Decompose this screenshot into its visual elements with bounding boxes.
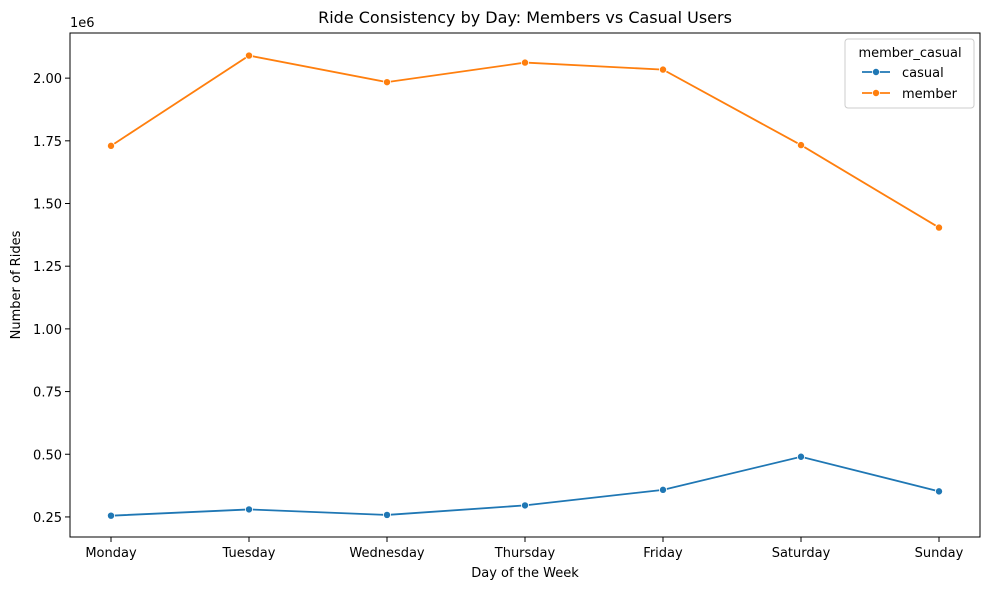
data-point-casual — [244, 505, 253, 514]
x-tick-label: Wednesday — [349, 546, 425, 561]
legend-label: member — [902, 87, 958, 102]
x-tick-label: Sunday — [915, 546, 964, 561]
y-tick-label: 2.00 — [33, 72, 62, 87]
x-tick-label: Thursday — [494, 546, 556, 561]
x-axis-label: Day of the Week — [471, 566, 579, 581]
legend-label: casual — [902, 66, 944, 81]
y-axis-label: Number of Rides — [9, 230, 24, 339]
data-point-member — [521, 58, 530, 67]
plot-frame — [69, 32, 981, 538]
data-point-member — [935, 223, 944, 232]
y-tick-label: 0.75 — [33, 386, 62, 401]
y-axis: 0.25 0.50 0.75 1.00 1.25 1.50 1.75 2.00 — [33, 72, 70, 526]
legend-entries: casual member — [862, 66, 958, 102]
data-point-member — [107, 141, 116, 150]
data-point-casual — [107, 511, 116, 520]
plot-area: 0.25 0.50 0.75 1.00 1.25 1.50 1.75 2.00 Monday T… — [33, 32, 981, 561]
x-tick-label: Friday — [643, 546, 683, 561]
data-point-casual — [935, 487, 944, 496]
data-point-member — [797, 141, 806, 150]
data-point-member — [659, 65, 668, 74]
x-axis: Monday Tuesday Wednesday Thursday Friday Satu… — [85, 537, 964, 561]
data-point-casual — [797, 452, 806, 461]
x-tick-label: Saturday — [772, 546, 831, 561]
y-tick-label: 0.50 — [33, 448, 62, 463]
data-point-casual — [382, 510, 391, 519]
legend-swatch-marker — [872, 68, 881, 77]
chart-title: Ride Consistency by Day: Members vs Casu… — [318, 8, 732, 27]
data-point-casual — [521, 501, 530, 510]
data-point-member — [382, 78, 391, 87]
y-tick-label: 1.75 — [33, 135, 62, 150]
data-point-casual — [659, 485, 668, 494]
series-layer — [107, 51, 944, 520]
y-axis-offset-label: 1e6 — [70, 16, 95, 31]
series-line-member — [110, 54, 940, 229]
legend-swatch-marker — [872, 89, 881, 98]
legend-title: member_casual — [858, 46, 961, 61]
x-tick-label: Tuesday — [222, 546, 276, 561]
y-tick-label: 1.25 — [33, 260, 62, 275]
y-tick-label: 1.50 — [33, 198, 62, 213]
y-tick-label: 0.25 — [33, 511, 62, 526]
data-point-member — [244, 51, 253, 60]
y-tick-label: 1.00 — [33, 323, 62, 338]
x-tick-label: Monday — [85, 546, 137, 561]
legend: member_casual casual member — [844, 38, 975, 109]
